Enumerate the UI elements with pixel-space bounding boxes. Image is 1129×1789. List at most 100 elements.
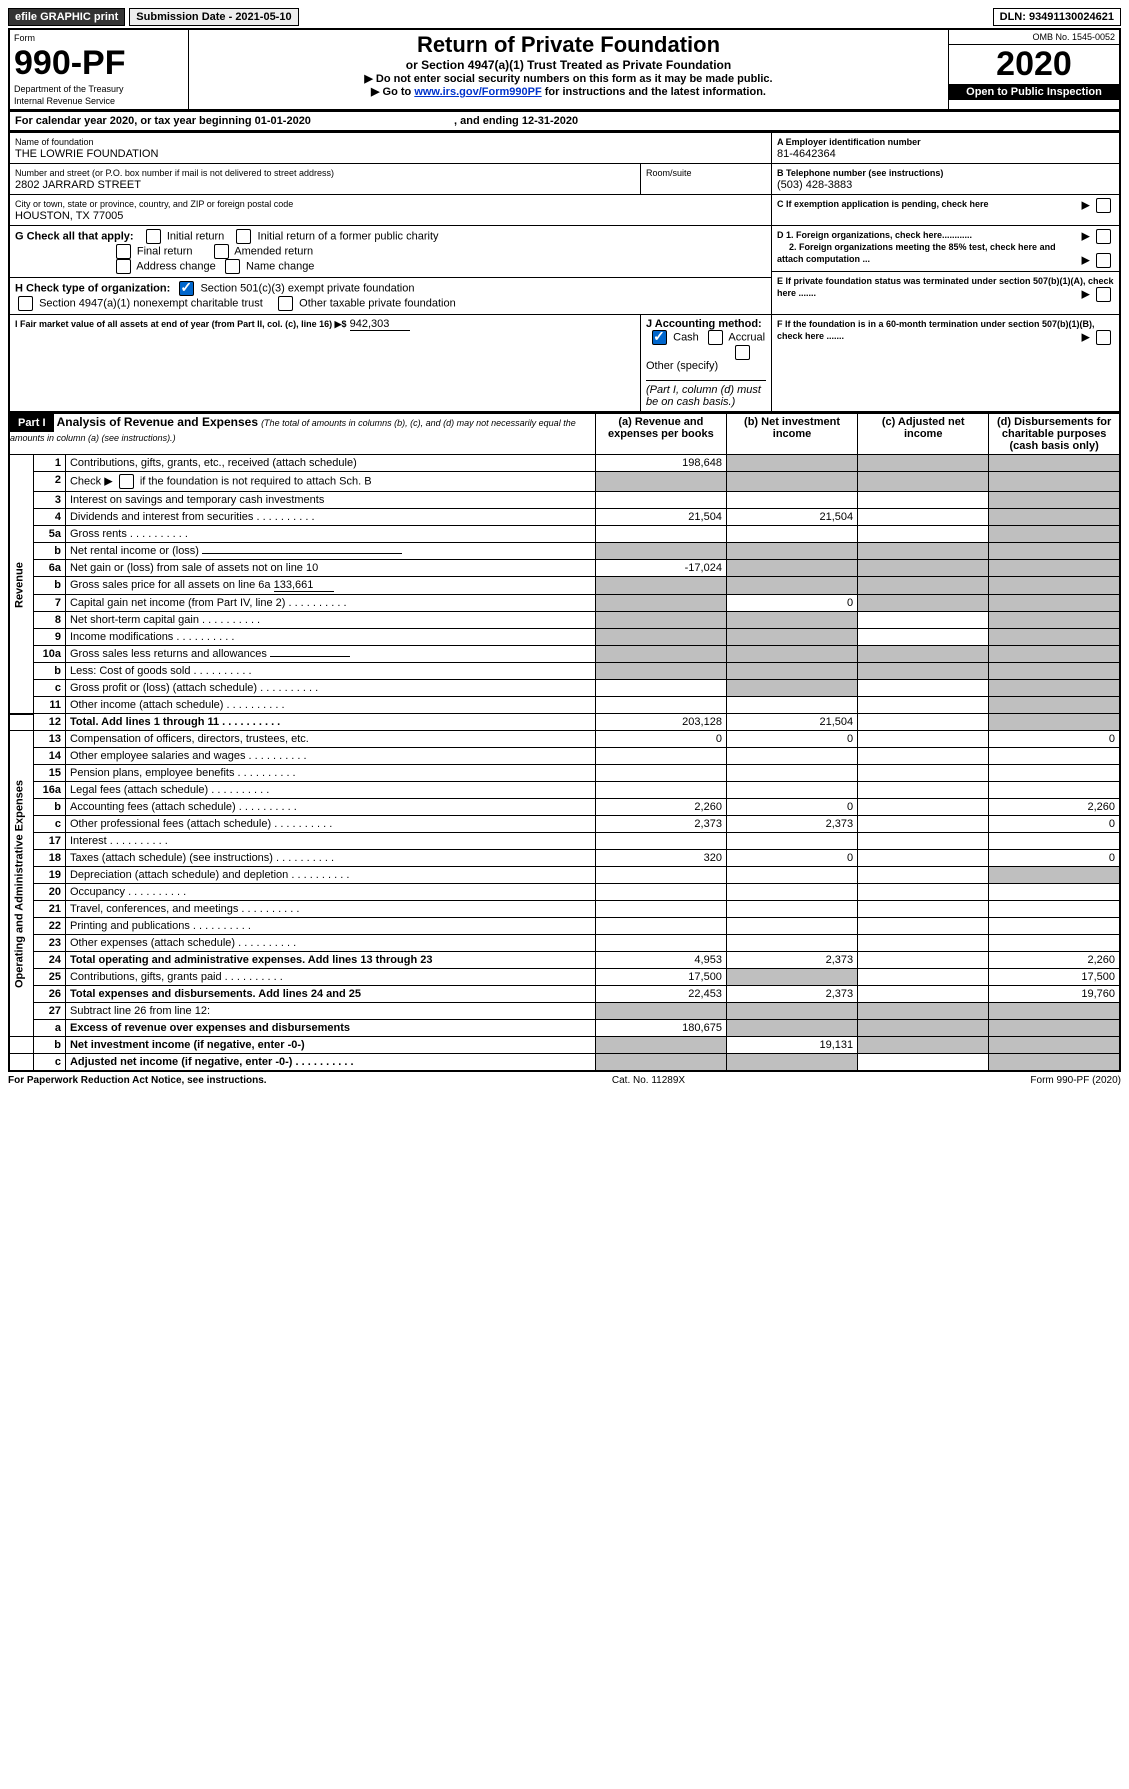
row-10a: 10aGross sales less returns and allowanc…	[9, 646, 1120, 663]
row-25: 25Contributions, gifts, grants paid17,50…	[9, 969, 1120, 986]
dept: Department of the Treasury	[14, 84, 124, 94]
cb-other-method[interactable]	[735, 345, 750, 360]
part1-table: Part I Analysis of Revenue and Expenses …	[8, 413, 1121, 1072]
cb-initial-former[interactable]	[236, 229, 251, 244]
street: 2802 JARRARD STREET	[15, 179, 141, 191]
ein-label: A Employer identification number	[777, 137, 921, 147]
row-5b: bNet rental income or (loss)	[9, 543, 1120, 560]
row-22: 22Printing and publications	[9, 918, 1120, 935]
row-15: 15Pension plans, employee benefits	[9, 765, 1120, 782]
form-title: Return of Private Foundation	[193, 32, 944, 58]
row-3: 3Interest on savings and temporary cash …	[9, 492, 1120, 509]
g-label: G Check all that apply:	[15, 230, 134, 242]
i-label: I Fair market value of all assets at end…	[15, 319, 347, 329]
row-13: Operating and Administrative Expenses 13…	[9, 731, 1120, 748]
row-1: Revenue 1Contributions, gifts, grants, e…	[9, 455, 1120, 472]
row-16a: 16aLegal fees (attach schedule)	[9, 782, 1120, 799]
row-10c: cGross profit or (loss) (attach schedule…	[9, 680, 1120, 697]
revenue-side: Revenue	[9, 455, 33, 714]
footer: For Paperwork Reduction Act Notice, see …	[8, 1075, 1121, 1086]
row-8: 8Net short-term capital gain	[9, 612, 1120, 629]
row-11: 11Other income (attach schedule)	[9, 697, 1120, 714]
cb-initial[interactable]	[146, 229, 161, 244]
omb: OMB No. 1545-0052	[949, 30, 1119, 45]
c-checkbox[interactable]	[1096, 198, 1111, 213]
e-label: E If private foundation status was termi…	[777, 276, 1114, 298]
cb-other-tax[interactable]	[278, 296, 293, 311]
part1-title: Analysis of Revenue and Expenses	[57, 415, 258, 429]
row-17: 17Interest	[9, 833, 1120, 850]
city-label: City or town, state or province, country…	[15, 199, 293, 209]
note-ssn: ▶ Do not enter social security numbers o…	[193, 72, 944, 85]
c-label: C If exemption application is pending, c…	[777, 199, 989, 209]
row-10b: bLess: Cost of goods sold	[9, 663, 1120, 680]
open-public: Open to Public Inspection	[949, 84, 1119, 100]
row-19: 19Depreciation (attach schedule) and dep…	[9, 867, 1120, 884]
form-subtitle: or Section 4947(a)(1) Trust Treated as P…	[193, 58, 944, 72]
cb-accrual[interactable]	[708, 330, 723, 345]
h-label: H Check type of organization:	[15, 282, 170, 294]
phone-label: B Telephone number (see instructions)	[777, 168, 943, 178]
name-label: Name of foundation	[15, 137, 94, 147]
row-27a: aExcess of revenue over expenses and dis…	[9, 1020, 1120, 1037]
row-7: 7Capital gain net income (from Part IV, …	[9, 595, 1120, 612]
cb-501c3[interactable]	[179, 281, 194, 296]
cb-schb[interactable]	[119, 474, 134, 489]
city-value: HOUSTON, TX 77005	[15, 210, 123, 222]
form-number: 990-PF	[14, 44, 126, 82]
footer-left: For Paperwork Reduction Act Notice, see …	[8, 1075, 267, 1086]
cb-name[interactable]	[225, 259, 240, 274]
part1-label: Part I	[10, 414, 54, 432]
dln-label: DLN: 93491130024621	[993, 8, 1121, 26]
f-checkbox[interactable]	[1096, 330, 1111, 345]
irs: Internal Revenue Service	[14, 96, 115, 106]
row-26: 26Total expenses and disbursements. Add …	[9, 986, 1120, 1003]
footer-form: Form 990-PF (2020)	[1030, 1075, 1121, 1086]
col-a-hdr: (a) Revenue and expenses per books	[595, 414, 726, 455]
phone-value: (503) 428-3883	[777, 179, 852, 191]
calendar-year-row: For calendar year 2020, or tax year begi…	[8, 111, 1121, 132]
col-d-hdr: (d) Disbursements for charitable purpose…	[989, 414, 1120, 455]
j-note: (Part I, column (d) must be on cash basi…	[646, 384, 761, 408]
subdate-btn[interactable]: Submission Date - 2021-05-10	[129, 8, 298, 26]
ein-value: 81-4642364	[777, 148, 836, 160]
room-label: Room/suite	[646, 168, 692, 178]
cb-cash[interactable]	[652, 330, 667, 345]
row-2: 2 Check ▶ if the foundation is not requi…	[9, 472, 1120, 492]
row-12: 12Total. Add lines 1 through 11203,12821…	[9, 714, 1120, 731]
top-bar: efile GRAPHIC print Submission Date - 20…	[8, 8, 1121, 26]
row-24: 24Total operating and administrative exp…	[9, 952, 1120, 969]
tax-year: 2020	[949, 45, 1119, 84]
row-21: 21Travel, conferences, and meetings	[9, 901, 1120, 918]
row-6a: 6aNet gain or (loss) from sale of assets…	[9, 560, 1120, 577]
d1-checkbox[interactable]	[1096, 229, 1111, 244]
efile-btn[interactable]: efile GRAPHIC print	[8, 8, 125, 26]
year-begin: 01-01-2020	[255, 115, 311, 127]
row-20: 20Occupancy	[9, 884, 1120, 901]
col-c-hdr: (c) Adjusted net income	[858, 414, 989, 455]
expenses-side: Operating and Administrative Expenses	[9, 731, 33, 1037]
year-end: 12-31-2020	[522, 115, 578, 127]
note-goto: ▶ Go to www.irs.gov/Form990PF for instru…	[193, 85, 944, 98]
row-9: 9Income modifications	[9, 629, 1120, 646]
foundation-name: THE LOWRIE FOUNDATION	[15, 148, 158, 160]
col-b-hdr: (b) Net investment income	[726, 414, 857, 455]
footer-cat: Cat. No. 11289X	[612, 1075, 685, 1086]
cb-4947[interactable]	[18, 296, 33, 311]
row-6b: bGross sales price for all assets on lin…	[9, 577, 1120, 595]
d1-label: D 1. Foreign organizations, check here..…	[777, 230, 972, 240]
cb-final[interactable]	[116, 244, 131, 259]
cb-address[interactable]	[116, 259, 131, 274]
row-5a: 5aGross rents	[9, 526, 1120, 543]
d2-checkbox[interactable]	[1096, 253, 1111, 268]
row-14: 14Other employee salaries and wages	[9, 748, 1120, 765]
form-word: Form	[14, 33, 35, 43]
f-label: F If the foundation is in a 60-month ter…	[777, 319, 1095, 341]
e-checkbox[interactable]	[1096, 287, 1111, 302]
addr-label: Number and street (or P.O. box number if…	[15, 168, 334, 178]
form-header: Form 990-PF Department of the Treasury I…	[8, 28, 1121, 111]
cb-amended[interactable]	[214, 244, 229, 259]
fmv-value: 942,303	[350, 318, 410, 331]
irs-link[interactable]: www.irs.gov/Form990PF	[414, 86, 541, 98]
identity-block: Name of foundation THE LOWRIE FOUNDATION…	[8, 132, 1121, 413]
